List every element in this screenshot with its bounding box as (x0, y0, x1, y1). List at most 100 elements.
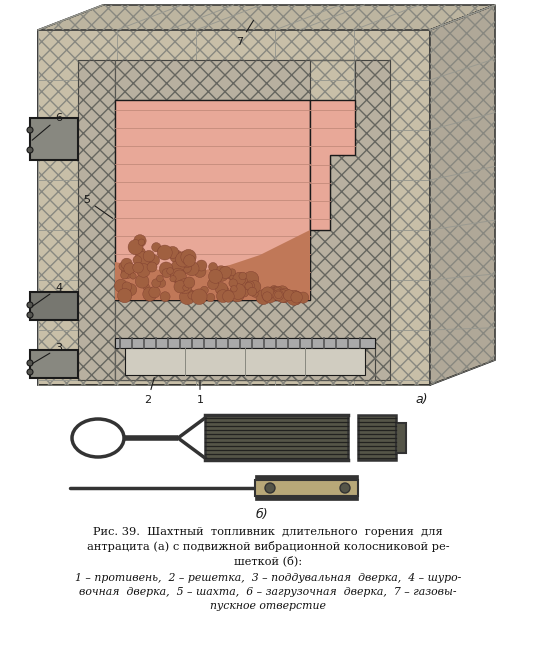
Circle shape (196, 260, 207, 271)
Circle shape (278, 290, 291, 303)
Circle shape (251, 291, 258, 297)
Circle shape (265, 292, 274, 301)
Circle shape (134, 235, 146, 247)
Bar (205, 415, 348, 460)
Circle shape (278, 289, 292, 303)
Circle shape (147, 262, 157, 272)
Circle shape (138, 239, 144, 246)
Circle shape (286, 291, 302, 305)
Circle shape (299, 294, 307, 302)
Circle shape (222, 291, 234, 302)
Text: 6: 6 (32, 113, 62, 140)
Circle shape (216, 290, 229, 303)
Circle shape (207, 278, 219, 290)
Circle shape (245, 281, 255, 290)
Circle shape (141, 253, 151, 262)
Circle shape (219, 286, 229, 297)
Circle shape (121, 258, 132, 270)
Bar (78, 60, 115, 380)
Circle shape (234, 283, 241, 291)
Circle shape (233, 290, 243, 301)
Circle shape (171, 260, 184, 274)
Circle shape (173, 270, 186, 283)
Circle shape (276, 289, 289, 303)
Circle shape (265, 287, 277, 299)
Circle shape (297, 292, 309, 303)
Text: антрацита (а) с подвижной вибрационной колосниковой ре-: антрацита (а) с подвижной вибрационной к… (86, 541, 449, 552)
Circle shape (176, 252, 191, 267)
Circle shape (133, 262, 143, 273)
Text: 2: 2 (144, 378, 154, 405)
Circle shape (261, 287, 274, 300)
Circle shape (180, 262, 192, 273)
Circle shape (265, 483, 275, 493)
Circle shape (157, 279, 166, 287)
Circle shape (237, 277, 248, 289)
Circle shape (143, 283, 149, 290)
Text: вочная  дверка,  5 – шахта,  6 – загрузочная  дверка,  7 – газовы-: вочная дверка, 5 – шахта, 6 – загрузочна… (79, 587, 457, 597)
Circle shape (212, 282, 219, 288)
Circle shape (156, 275, 163, 282)
Circle shape (121, 271, 128, 279)
Circle shape (220, 266, 231, 278)
Circle shape (194, 265, 206, 278)
Circle shape (27, 369, 33, 375)
Circle shape (148, 255, 159, 266)
Circle shape (211, 275, 219, 283)
Circle shape (27, 302, 33, 308)
Circle shape (239, 272, 246, 280)
Circle shape (160, 292, 170, 302)
Circle shape (118, 289, 132, 303)
Text: 7: 7 (236, 20, 253, 47)
Circle shape (158, 246, 167, 256)
Circle shape (230, 284, 246, 299)
Circle shape (181, 250, 196, 264)
Circle shape (179, 289, 195, 305)
Bar (358, 415, 396, 460)
Circle shape (215, 282, 228, 295)
Circle shape (183, 289, 196, 303)
Polygon shape (310, 100, 355, 230)
Circle shape (157, 245, 172, 260)
Circle shape (208, 262, 217, 271)
Circle shape (171, 268, 186, 283)
Polygon shape (115, 60, 390, 380)
Circle shape (229, 273, 236, 280)
Circle shape (170, 276, 176, 282)
Bar (255, 475, 358, 480)
Circle shape (230, 288, 244, 302)
Circle shape (27, 127, 33, 133)
Circle shape (27, 147, 33, 153)
Circle shape (214, 277, 220, 283)
Circle shape (271, 289, 283, 301)
Circle shape (121, 266, 134, 278)
Circle shape (135, 274, 149, 288)
Circle shape (233, 272, 246, 285)
Bar (396, 423, 406, 453)
Circle shape (184, 277, 195, 288)
Bar (30, 118, 78, 160)
Text: шеткой (б):: шеткой (б): (234, 555, 302, 566)
Circle shape (170, 250, 183, 263)
Circle shape (152, 279, 161, 288)
Circle shape (273, 290, 284, 301)
Bar (30, 350, 78, 378)
Bar (115, 338, 375, 348)
Circle shape (159, 262, 173, 276)
Text: пускное отверстие: пускное отверстие (210, 601, 326, 611)
Circle shape (206, 293, 215, 302)
Circle shape (124, 263, 135, 274)
Text: 3: 3 (32, 343, 62, 364)
Circle shape (133, 256, 142, 264)
Circle shape (229, 269, 236, 276)
Circle shape (232, 278, 238, 285)
Circle shape (284, 290, 292, 297)
Circle shape (188, 292, 195, 299)
Circle shape (213, 266, 229, 281)
Text: Рис. 39.  Шахтный  топливник  длительного  горения  для: Рис. 39. Шахтный топливник длительного г… (93, 527, 443, 537)
Polygon shape (38, 5, 495, 30)
Circle shape (151, 243, 161, 252)
Circle shape (231, 286, 237, 292)
Circle shape (143, 250, 155, 262)
Circle shape (114, 279, 128, 293)
